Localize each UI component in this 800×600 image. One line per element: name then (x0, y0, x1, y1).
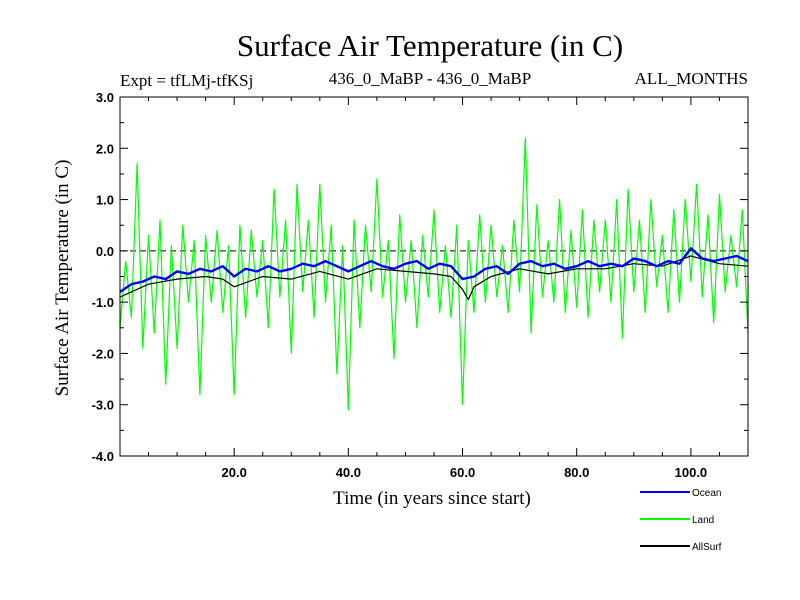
x-axis-label: Time (in years since start) (333, 488, 531, 509)
months-label: ALL_MONTHS (635, 69, 748, 88)
y-tick-label: -2.0 (92, 346, 114, 361)
y-tick-label: -1.0 (92, 295, 114, 310)
y-tick-label: 3.0 (96, 90, 114, 105)
legend-label-land: Land (692, 515, 714, 526)
y-tick-label: 2.0 (96, 141, 114, 156)
plot-frame (119, 96, 749, 457)
legend-label-ocean: Ocean (692, 488, 721, 499)
plot-layer (119, 137, 749, 411)
x-tick-label: 100.0 (675, 465, 708, 480)
legend-label-allsurf: AllSurf (692, 542, 722, 553)
x-tick-label: 60.0 (450, 465, 475, 480)
y-tick-label: 1.0 (96, 193, 114, 208)
series-line-ocean (119, 247, 749, 293)
y-tick-label: 0.0 (96, 244, 114, 259)
y-axis-label: Surface Air Temperature (in C) (52, 160, 73, 397)
y-tick-label: -3.0 (92, 398, 114, 413)
experiment-label: Expt = tfLMj-tfKSj (120, 71, 253, 90)
period-label: 436_0_MaBP - 436_0_MaBP (329, 69, 531, 88)
legend: Ocean Land AllSurf (640, 488, 722, 553)
y-tick-label: -4.0 (92, 449, 114, 464)
x-tick-label: 20.0 (222, 465, 247, 480)
series-line-land (119, 137, 749, 411)
x-tick-label: 40.0 (336, 465, 361, 480)
axes-layer: -4.0 -3.0 -2.0 -1.0 0.0 1.0 2.0 3.0 20.0 40.0 60.0… (92, 90, 749, 480)
chart-title: Surface Air Temperature (in C) (237, 28, 623, 63)
x-tick-label: 80.0 (564, 465, 589, 480)
